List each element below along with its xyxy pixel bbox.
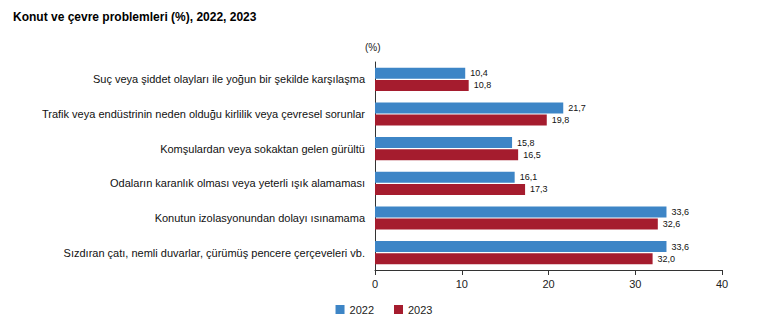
svg-text:10,4: 10,4: [470, 68, 488, 78]
svg-text:Konutun izolasyonundan dolayı: Konutun izolasyonundan dolayı ısınamama: [155, 212, 366, 224]
svg-text:21,7: 21,7: [568, 103, 586, 113]
svg-text:32,6: 32,6: [663, 219, 681, 229]
svg-text:32,0: 32,0: [658, 254, 676, 264]
svg-text:Sızdıran çatı, nemli duvarlar,: Sızdıran çatı, nemli duvarlar, çürümüş p…: [64, 247, 365, 259]
svg-text:Odaların karanlık olması veya: Odaların karanlık olması veya yeterli ış…: [110, 177, 365, 189]
svg-text:Komşulardan veya sokaktan gele: Komşulardan veya sokaktan gelen gürültü: [160, 143, 365, 155]
svg-text:0: 0: [372, 278, 378, 290]
svg-text:2022: 2022: [350, 304, 374, 316]
svg-text:20: 20: [542, 278, 554, 290]
svg-text:17,3: 17,3: [530, 184, 548, 194]
svg-text:40: 40: [716, 278, 728, 290]
svg-text:19,8: 19,8: [552, 115, 570, 125]
svg-text:Konut ve çevre problemleri (%): Konut ve çevre problemleri (%), 2022, 20…: [13, 10, 257, 24]
svg-text:Suç veya şiddet olayları ile y: Suç veya şiddet olayları ile yoğun bir ş…: [93, 73, 366, 85]
svg-text:10,8: 10,8: [474, 80, 492, 90]
svg-text:15,8: 15,8: [517, 138, 535, 148]
svg-text:Trafik veya endüstrinin neden: Trafik veya endüstrinin neden olduğu kir…: [42, 108, 365, 120]
svg-text:(%): (%): [365, 42, 381, 53]
svg-text:16,1: 16,1: [520, 172, 538, 182]
svg-text:16,5: 16,5: [523, 150, 541, 160]
svg-text:10: 10: [456, 278, 468, 290]
svg-text:2023: 2023: [408, 304, 432, 316]
svg-text:33,6: 33,6: [671, 242, 689, 252]
svg-text:30: 30: [629, 278, 641, 290]
svg-text:33,6: 33,6: [671, 207, 689, 217]
